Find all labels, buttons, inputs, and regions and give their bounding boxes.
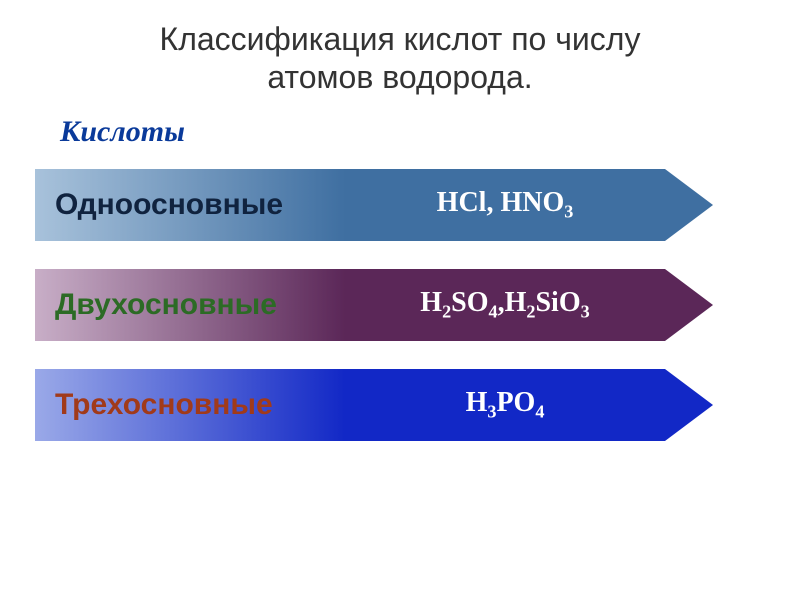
title-line1: Классификация кислот по числу	[160, 21, 641, 57]
classification-rows: Одноосновные HCl, HNO3 Двухосновные H2SO…	[0, 169, 800, 441]
arrow-head-icon	[665, 369, 713, 441]
page-title: Классификация кислот по числу атомов вод…	[0, 0, 800, 97]
subtitle-acids: Кислоты	[60, 115, 800, 149]
row-monobasic: Одноосновные HCl, HNO3	[35, 169, 800, 241]
label-tribasic: Трехосновные	[35, 369, 345, 441]
arrow-body-tribasic: H3PO4	[345, 369, 665, 441]
title-line2: атомов водорода.	[267, 59, 532, 95]
row-tribasic: Трехосновные H3PO4	[35, 369, 800, 441]
arrow-dibasic: H2SO4,H2SiO3	[345, 269, 715, 341]
formula-dibasic: H2SO4,H2SiO3	[420, 287, 589, 323]
arrow-head-icon	[665, 269, 713, 341]
arrow-body-monobasic: HCl, HNO3	[345, 169, 665, 241]
label-monobasic: Одноосновные	[35, 169, 345, 241]
formula-tribasic: H3PO4	[466, 387, 545, 423]
row-dibasic: Двухосновные H2SO4,H2SiO3	[35, 269, 800, 341]
arrow-tribasic: H3PO4	[345, 369, 715, 441]
formula-monobasic: HCl, HNO3	[437, 187, 574, 223]
arrow-monobasic: HCl, HNO3	[345, 169, 715, 241]
arrow-head-icon	[665, 169, 713, 241]
label-dibasic: Двухосновные	[35, 269, 345, 341]
arrow-body-dibasic: H2SO4,H2SiO3	[345, 269, 665, 341]
